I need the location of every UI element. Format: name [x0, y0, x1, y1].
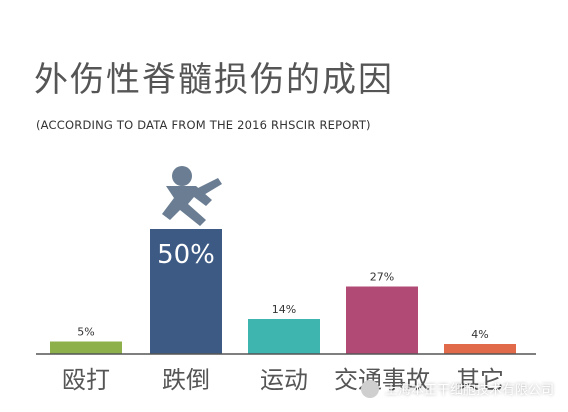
category-label-0: 殴打 [62, 366, 110, 394]
data-label-2: 14% [272, 303, 296, 316]
category-label-4: 其它 [456, 366, 504, 394]
falling-person-icon [162, 166, 222, 226]
data-label-3: 27% [370, 271, 394, 284]
category-label-3: 交通事故 [334, 366, 430, 394]
bar-2 [248, 319, 320, 354]
watermark-text: 上海本正干细胞技术有限公司 [384, 383, 554, 398]
data-label-0: 5% [77, 326, 94, 339]
data-label-4: 4% [471, 328, 488, 341]
chart-subtitle: (ACCORDING TO DATA FROM THE 2016 RHSCIR … [36, 118, 371, 132]
bar-1 [150, 229, 222, 354]
bar-0 [50, 341, 122, 354]
watermark: 上海本正干细胞技术有限公司 [360, 379, 554, 398]
wechat-logo-icon [360, 379, 379, 398]
category-label-1: 跌倒 [162, 366, 210, 394]
bar-4 [444, 344, 516, 354]
data-label-1: 50% [157, 240, 215, 270]
chart-title: 外伤性脊髓损伤的成因 [34, 60, 394, 100]
category-label-2: 运动 [260, 366, 308, 394]
bar-3 [346, 286, 418, 354]
